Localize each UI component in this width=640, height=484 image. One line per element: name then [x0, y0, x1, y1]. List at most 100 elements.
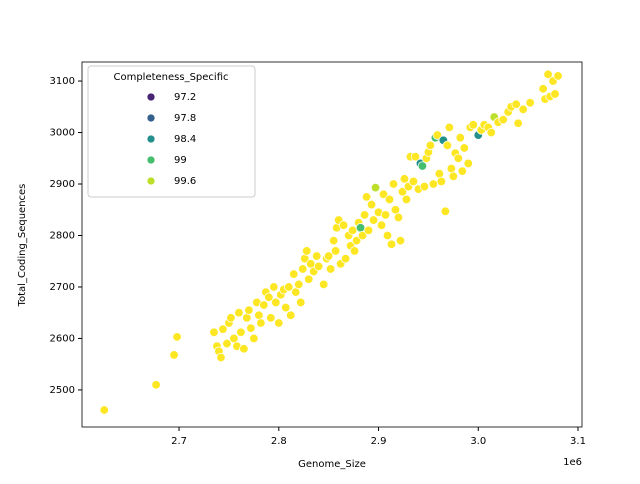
point [408, 176, 419, 187]
point [448, 171, 459, 181]
point [425, 140, 436, 151]
point [347, 225, 358, 236]
point [366, 199, 377, 210]
point [382, 230, 393, 241]
x-tick-label: 2.9 [371, 436, 387, 447]
point [284, 282, 294, 292]
point [434, 169, 445, 179]
point [440, 206, 451, 216]
point [99, 405, 109, 415]
point [312, 251, 322, 261]
legend-label: 99 [174, 155, 187, 166]
point [330, 246, 341, 256]
y-axis-label: Total_Coding_Sequences [17, 184, 28, 308]
point [355, 223, 366, 233]
x-tick-label: 3.1 [570, 436, 586, 447]
legend-label: 99.6 [174, 176, 196, 187]
point [256, 318, 266, 328]
point [397, 187, 408, 197]
legend-label: 97.8 [174, 113, 196, 124]
point [550, 89, 560, 99]
point [444, 122, 455, 133]
point [457, 166, 467, 176]
x-tick-label: 2.8 [271, 436, 287, 447]
point [386, 239, 397, 249]
point [376, 220, 387, 230]
point [242, 313, 252, 323]
point [486, 127, 496, 138]
legend-marker [146, 155, 156, 165]
point [226, 313, 236, 323]
point [357, 230, 368, 241]
point [340, 253, 351, 264]
legend-title: Completeness_Specific [113, 72, 228, 83]
point [304, 274, 314, 284]
point [518, 104, 528, 115]
point [525, 97, 535, 108]
point [216, 352, 226, 363]
point [399, 174, 410, 184]
point [249, 333, 259, 344]
point [314, 261, 324, 272]
point [368, 215, 379, 225]
point [378, 189, 389, 199]
legend-marker [146, 176, 156, 186]
point [395, 235, 406, 246]
y-tick-label: 2900 [50, 179, 75, 190]
point [236, 327, 246, 337]
point [266, 313, 276, 323]
point [254, 310, 264, 320]
y-tick-label: 3000 [50, 128, 75, 139]
point [363, 225, 374, 236]
point [325, 264, 336, 274]
point [169, 350, 179, 360]
point [513, 118, 523, 128]
point [244, 305, 254, 315]
point [442, 140, 453, 151]
point [271, 297, 281, 308]
point [419, 181, 430, 192]
y-tick-label: 3100 [50, 76, 75, 87]
point [222, 338, 232, 349]
point [380, 210, 391, 220]
point [459, 143, 469, 153]
legend-marker [146, 92, 156, 102]
point [538, 84, 548, 94]
point [384, 194, 395, 205]
point [302, 246, 312, 256]
point [286, 310, 296, 320]
point [338, 220, 349, 230]
point [428, 179, 439, 189]
point [323, 251, 334, 261]
point [432, 130, 443, 140]
point [390, 205, 401, 215]
point [296, 297, 306, 308]
point [229, 333, 239, 344]
point [468, 120, 478, 130]
point [511, 99, 521, 109]
y-tick-label: 2500 [50, 385, 75, 396]
point [246, 323, 256, 333]
point [172, 332, 182, 342]
y-tick-label: 2700 [50, 282, 75, 293]
legend-box [87, 65, 256, 198]
point [306, 259, 316, 269]
point [370, 182, 381, 193]
x-offset-label: 1e6 [563, 457, 582, 468]
point [151, 380, 161, 390]
point [294, 279, 304, 290]
point [359, 210, 370, 220]
point [401, 194, 412, 205]
point [209, 327, 219, 337]
point [361, 192, 372, 202]
y-tick-label: 2800 [50, 230, 75, 241]
point [410, 152, 421, 162]
point [289, 269, 299, 279]
point [553, 71, 563, 81]
point [498, 114, 508, 125]
point [446, 163, 457, 174]
x-axis-label: Genome_Size [298, 459, 366, 470]
point [328, 235, 339, 246]
point [291, 287, 301, 297]
x-tick-label: 2.7 [171, 436, 187, 447]
